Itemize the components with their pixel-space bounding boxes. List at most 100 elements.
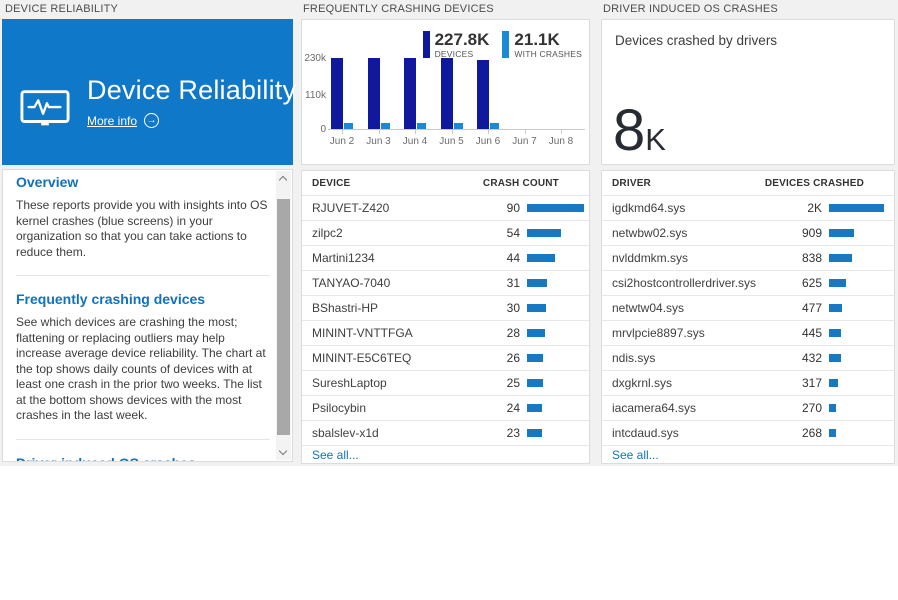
legend-label: DEVICES — [434, 49, 474, 59]
table-row[interactable]: dxgkrnl.sys 317 — [602, 371, 894, 396]
value-bar — [829, 254, 852, 262]
x-tick — [342, 130, 343, 134]
reliability-info-panel: Overview These reports provide you with i… — [2, 169, 293, 462]
more-info-link[interactable]: More info — [87, 113, 138, 128]
driver-name: mrvlpcie8897.sys — [612, 326, 705, 340]
section-header-frequently-crashing-devices: FREQUENTLY CRASHING DEVICES — [303, 3, 494, 15]
device-name: MININT-VNTTFGA — [312, 326, 413, 340]
table-row[interactable]: RJUVET-Z420 90 — [302, 196, 589, 221]
table-row[interactable]: MININT-E5C6TEQ 26 — [302, 346, 589, 371]
table-header-row: DEVICE CRASH COUNT — [302, 171, 589, 196]
devices-crashed-count: 2K — [807, 201, 822, 215]
x-tick-label: Jun 6 — [475, 136, 501, 147]
device-reliability-tile[interactable]: Device Reliability More info → — [2, 19, 297, 165]
devices-crashed-count: 432 — [801, 351, 822, 365]
value-bar — [527, 254, 555, 262]
devices-crashed-count: 270 — [801, 401, 822, 415]
table-row[interactable]: csi2hostcontrollerdriver.sys 625 — [602, 271, 894, 296]
section-body: These reports provide you with insights … — [16, 198, 268, 259]
driver-name: csi2hostcontrollerdriver.sys — [612, 276, 757, 290]
value-bar — [527, 404, 542, 412]
y-tick-label: 110k — [305, 90, 326, 102]
daily-crash-chart: 0 110k 230k Jun 2 Jun 3 Jun 4 Jun 5 Jun 6 Jun 7 J… — [302, 20, 589, 164]
legend-label: WITH CRASHES — [514, 49, 582, 59]
devices-crashed-summary-panel: Devices crashed by drivers 8K — [601, 19, 895, 165]
crash-count: 54 — [506, 226, 520, 240]
legend-total: 21.1K — [514, 30, 560, 49]
table-row[interactable]: Psilocybin 24 — [302, 396, 589, 421]
x-tick-label: Jun 3 — [366, 136, 391, 147]
x-tick-label: Jun 4 — [402, 136, 428, 147]
value-bar — [527, 279, 547, 287]
table-row[interactable]: igdkmd64.sys 2K — [602, 196, 894, 221]
table-row[interactable]: intcdaud.sys 268 — [602, 421, 894, 446]
x-tick — [451, 130, 453, 134]
table-row[interactable]: nvlddmkm.sys 838 — [602, 246, 894, 271]
device-name: MININT-E5C6TEQ — [312, 351, 412, 365]
value-bar — [527, 229, 561, 237]
crash-count: 28 — [506, 326, 520, 340]
see-all-row: See all... — [302, 446, 589, 463]
scroll-down-icon[interactable] — [278, 446, 288, 456]
table-row[interactable]: BShastri-HP 30 — [302, 296, 589, 321]
x-tick — [524, 130, 526, 134]
see-all-row: See all... — [602, 446, 894, 463]
legend-color-swatch — [502, 31, 510, 58]
value-bar — [829, 229, 854, 237]
table-row[interactable]: netwbw02.sys 909 — [602, 221, 894, 246]
driver-name: netwbw02.sys — [612, 226, 688, 240]
table-row[interactable]: TANYAO-7040 31 — [302, 271, 589, 296]
device-name: zilpc2 — [312, 226, 343, 240]
table-row[interactable]: netwtw04.sys 477 — [602, 296, 894, 321]
see-all-link[interactable]: See all... — [612, 447, 659, 462]
tile-title: Device Reliability — [87, 75, 297, 105]
crash-count: 90 — [506, 201, 520, 215]
table-row[interactable]: Martini1234 44 — [302, 246, 589, 271]
reliability-sections: Overview These reports provide you with i… — [3, 170, 272, 461]
devices-bar — [331, 58, 343, 129]
section-heading: Overview — [16, 174, 79, 190]
driver-name: intcdaud.sys — [612, 426, 679, 440]
devices-crashed-count: 625 — [801, 276, 822, 290]
scrollbar-thumb[interactable] — [277, 199, 290, 435]
section-header-device-reliability: DEVICE RELIABILITY — [5, 3, 119, 15]
section-heading: Frequently crashing devices — [16, 291, 206, 307]
section-body: See which devices are crashing the most;… — [16, 315, 266, 422]
devices-bar — [367, 58, 380, 129]
x-tick — [415, 130, 416, 134]
value-bar — [829, 304, 842, 312]
table-row[interactable]: zilpc2 54 — [302, 221, 589, 246]
summary-label: Devices crashed by drivers — [615, 33, 778, 48]
devices-crashed-count: 317 — [801, 376, 822, 390]
value-bar — [829, 379, 838, 387]
table-row[interactable]: MININT-VNTTFGA 28 — [302, 321, 589, 346]
crashing-devices-table: DEVICE CRASH COUNT RJUVET-Z420 90 zilpc2 54… — [301, 170, 590, 464]
value-bar — [527, 329, 545, 337]
table-row[interactable]: ndis.sys 432 — [602, 346, 894, 371]
with-crashes-bar — [490, 123, 499, 129]
driver-name: nvlddmkm.sys — [612, 251, 689, 265]
monitor-pulse-icon — [20, 89, 70, 129]
scroll-up-icon[interactable] — [278, 175, 288, 185]
arrow-circle-icon: → — [144, 113, 160, 128]
section-heading: Driver-induced OS crashes — [16, 455, 270, 462]
table-row[interactable]: sbalslev-x1d 23 — [302, 421, 589, 446]
see-all-link[interactable]: See all... — [312, 447, 359, 462]
column-header-driver: DRIVER — [612, 177, 651, 189]
column-header-crash-count: CRASH COUNT — [482, 177, 559, 189]
legend-item: 21.1K WITH CRASHES — [502, 31, 582, 59]
value-bar — [527, 429, 542, 437]
driver-name: ndis.sys — [612, 351, 656, 365]
value-bar — [829, 329, 841, 337]
device-name: RJUVET-Z420 — [312, 201, 390, 215]
crash-count: 25 — [506, 376, 520, 390]
table-row[interactable]: SureshLaptop 25 — [302, 371, 589, 396]
table-row[interactable]: iacamera64.sys 270 — [602, 396, 894, 421]
scrollbar[interactable] — [276, 171, 291, 460]
table-header-row: DRIVER DEVICES CRASHED — [602, 171, 894, 196]
table-row[interactable]: mrvlpcie8897.sys 445 — [602, 321, 894, 346]
device-name: SureshLaptop — [312, 376, 387, 390]
legend-color-swatch — [422, 31, 430, 58]
value-bar — [829, 354, 841, 362]
section-header-driver-induced-os-crashes: DRIVER INDUCED OS CRASHES — [603, 3, 778, 15]
